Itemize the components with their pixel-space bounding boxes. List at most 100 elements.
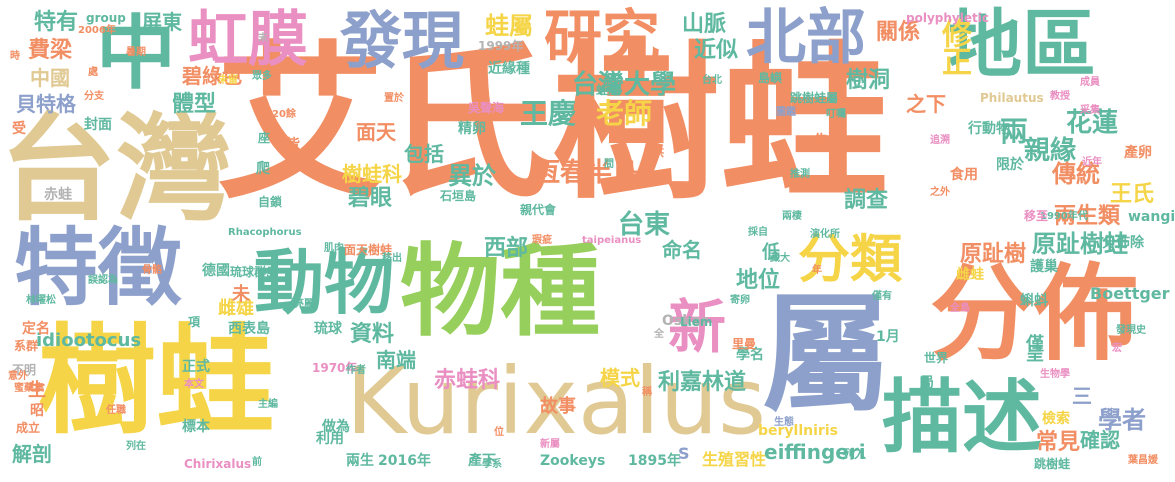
word: 追溯 [930,135,950,146]
word: 學系 [482,459,502,470]
word: 生物學 [1040,369,1070,380]
word: 精卵 [458,121,486,137]
word: 新屬 [540,439,560,450]
word: 利嘉林道 [658,370,747,395]
word: 調查 [844,188,889,213]
word: 推測 [790,169,810,180]
word: 告 [814,133,828,149]
word: 寄卵 [730,295,750,306]
word: 地位 [736,268,781,293]
word: 移至 [1024,209,1049,223]
word: 間 [604,159,614,170]
word: 兩棲 [782,211,802,222]
word: 面天樹蛙 [344,243,393,257]
word: 王氏 [1110,182,1155,207]
word: 蜜藥集 [14,383,44,394]
word: 跳樹蛙 [1034,457,1071,471]
word: 王慶 [520,97,577,130]
word: 世界 [924,351,949,365]
word: eiffingeri [764,440,866,464]
word: 護巢 [1030,259,1058,275]
word: 分佈除 [1102,235,1144,251]
word: 琉球 [314,321,342,337]
word: 故事 [540,396,576,417]
word: 跳樹蛙屬 [790,91,839,105]
word: 面天 [356,120,396,144]
word: 碧眼 [348,186,393,211]
word: 新 [668,293,727,361]
word: 系群 [14,339,39,353]
word: 採自 [748,227,768,238]
word: 眾多 [252,71,272,82]
word: 之外 [930,187,950,198]
word: 1999年 [478,39,524,53]
word: 解剖 [12,442,52,466]
word: 親緣 [1024,136,1077,166]
word: 台東 [618,210,671,240]
word: 1970年 [312,361,358,375]
word: 皆 [286,137,300,153]
word: 發現 [340,4,465,77]
word: 原趾樹蛙 [1032,230,1128,258]
word: 原趾樹 [960,242,1027,267]
word: 僅有 [872,291,892,302]
word: 赤蛙科 [434,368,501,393]
word: 本文 [184,379,204,390]
word: 時 [10,51,20,62]
word: 中國 [30,66,70,90]
word: 誤認為 [88,275,118,286]
word: 艾氏樹蛙 [216,26,888,222]
word: 成立 [16,421,41,435]
word: 置於 [384,93,404,104]
word: S [678,444,690,463]
word: 僅 [1026,334,1044,355]
word: 產下 [468,453,496,469]
word: 常見 [1036,430,1081,455]
word: 雌雄 [218,298,254,319]
word: 里曼 [732,337,757,351]
word: 林曜松 [26,295,56,306]
word: 貝特格 [16,92,76,116]
word: 異於 [448,162,496,190]
word: 屏東 [142,10,182,34]
word: 樹蛙科 [342,162,402,186]
word: 蛙屬 [485,12,533,40]
word: 做為 [322,419,350,435]
word: 年 [812,265,822,276]
word: 學名 [736,347,764,363]
word: 分佈 [930,253,1139,375]
word: Boettger [1090,284,1170,303]
word: 近緣種 [488,61,530,77]
word: 琉球群島 [230,265,279,279]
word: 台灣大學 [572,70,677,100]
word: 葉昌媛 [1128,455,1158,466]
word: 1990年代 [1040,211,1088,222]
word: 演化所 [810,229,840,240]
word: 學者 [1098,406,1146,434]
word: 西部 [484,236,529,261]
word: 檢索 [1042,411,1070,427]
word: 屬 [762,281,891,430]
word: 全 [654,329,664,340]
word: 分支 [84,91,104,102]
word: 西表島 [228,321,270,337]
word: 瑕疵 [532,235,552,246]
word: 全島 [950,303,970,314]
word: 1895年 [628,453,681,469]
word: 樹蛙 [38,312,275,450]
word: 關係 [876,20,921,45]
word: 食用 [950,167,978,183]
word: 傳統 [1052,160,1100,188]
word: 任職 [106,405,126,416]
word: 座 [258,131,271,145]
word: 兩生 [346,453,374,469]
word: 吳聲海 [468,101,505,115]
word: 生殖習性 [702,450,767,469]
word: 南端 [376,348,416,372]
word: 親代會 [520,203,557,217]
word: 赤蛙 [44,187,72,203]
word: 研究 [544,3,661,71]
word: 動物 [254,242,394,324]
word: 生 [28,380,46,401]
